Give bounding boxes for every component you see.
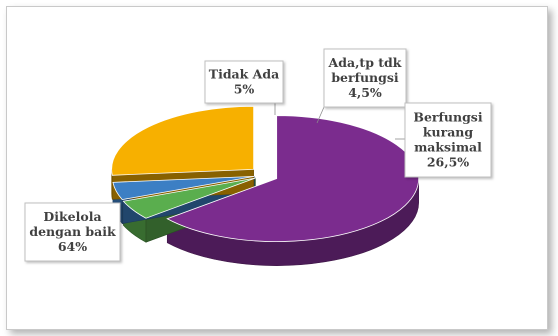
data-label-text: Ada,tp tdk [328,55,402,70]
data-label-box [24,202,121,262]
data-label-text: Dikelola [43,209,101,224]
data-label-text: maksimal [414,140,482,155]
data-label-text: 4,5% [348,85,382,100]
slice-tops [111,105,420,242]
slice-ada-tp-tdk-berfungsi [112,176,255,201]
data-label-text: Berfungsi [413,110,482,125]
leader-line-2 [316,106,325,124]
slice-berfungsi-kurang-maksimal [111,105,255,176]
data-label-text: 64% [58,239,87,254]
data-label-box [323,48,407,108]
data-label-text: berfungsi [331,70,399,85]
slice-tidak-ada [122,177,256,219]
chart-frame: Dikelola dengan baik 64% Tidak Ada 5% Ada,tp … [6,6,548,330]
data-label-box [204,60,284,104]
data-label-text: 5% [234,82,255,97]
data-label-text: 26,5% [427,155,469,170]
leader-lines [274,103,405,140]
data-label-box [404,102,492,178]
data-label-text: kurang [423,125,474,140]
data-label-text: dengan baik [29,224,116,239]
slice-dikelola-dengan-baik [166,115,420,242]
data-label-text: Tidak Ada [209,67,279,82]
